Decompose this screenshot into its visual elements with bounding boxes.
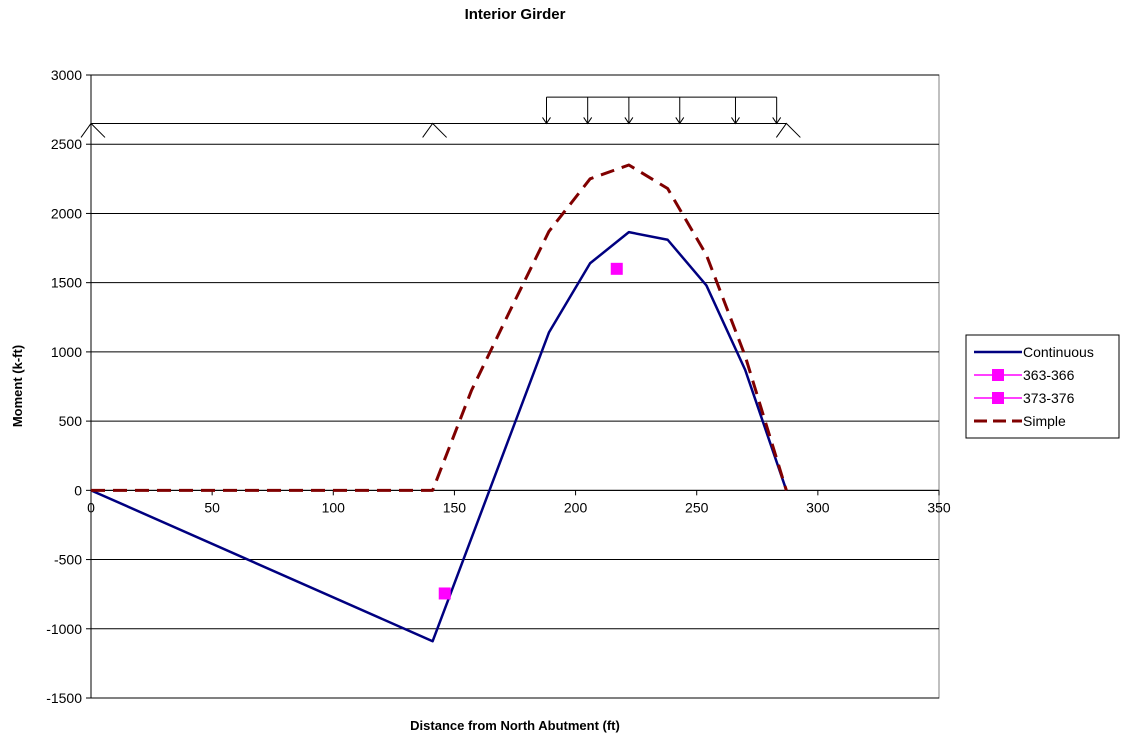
plot-area xyxy=(90,74,940,699)
x-tick-label: 200 xyxy=(564,499,588,515)
y-tick-label: -1500 xyxy=(46,690,82,706)
legend-marker-373-376 xyxy=(992,392,1004,404)
support-symbol xyxy=(775,122,801,138)
series-lines xyxy=(90,163,788,643)
load-arrow-head xyxy=(542,117,551,125)
legend-label-363-366: 363-366 xyxy=(1023,367,1075,383)
series-line-continuous xyxy=(90,230,788,643)
x-tick-label: 300 xyxy=(806,499,830,515)
legend: Continuous 363-366 373-376 Simple xyxy=(965,334,1120,439)
y-tick-label: 1000 xyxy=(51,344,82,360)
data-point-363-366 xyxy=(438,587,451,600)
load-arrow-head xyxy=(772,117,782,125)
y-axis-title: Moment (k-ft) xyxy=(10,345,25,427)
y-tick-label: 1500 xyxy=(51,275,82,291)
legend-marker-363-366 xyxy=(992,369,1004,381)
load-arrow-head xyxy=(731,117,740,125)
y-tick-label: 3000 xyxy=(51,67,82,83)
x-tick-label: 350 xyxy=(927,499,951,515)
y-tick-labels: 3000 2500 2000 1500 1000 500 0 -500 -1000 -1500 xyxy=(46,67,82,706)
x-axis-title: Distance from North Abutment (ft) xyxy=(410,718,620,733)
data-point-373-376 xyxy=(610,262,623,275)
load-arrow-head xyxy=(583,117,593,125)
beam-load-diagram xyxy=(80,96,801,138)
y-tick-label: 2500 xyxy=(51,136,82,152)
x-tick-label: 50 xyxy=(204,499,220,515)
y-tick-label: -500 xyxy=(54,552,82,568)
legend-label-373-376: 373-376 xyxy=(1023,390,1075,406)
support-symbol xyxy=(80,122,106,138)
series-line-simple xyxy=(91,163,788,492)
x-tick-label: 150 xyxy=(443,499,467,515)
legend-label-continuous: Continuous xyxy=(1023,344,1094,360)
y-tick-label: 2000 xyxy=(51,205,82,221)
y-tick-label: 500 xyxy=(59,413,83,429)
support-symbol xyxy=(422,122,447,138)
y-tick-label: 0 xyxy=(74,482,82,498)
y-tick-label: -1000 xyxy=(46,621,82,637)
x-tick-label: 250 xyxy=(685,499,709,515)
chart-title: Interior Girder xyxy=(465,6,566,23)
x-tick-label: 100 xyxy=(322,499,346,515)
load-arrow-head xyxy=(675,117,685,125)
legend-label-simple: Simple xyxy=(1023,413,1066,429)
load-arrow-head xyxy=(624,117,634,125)
